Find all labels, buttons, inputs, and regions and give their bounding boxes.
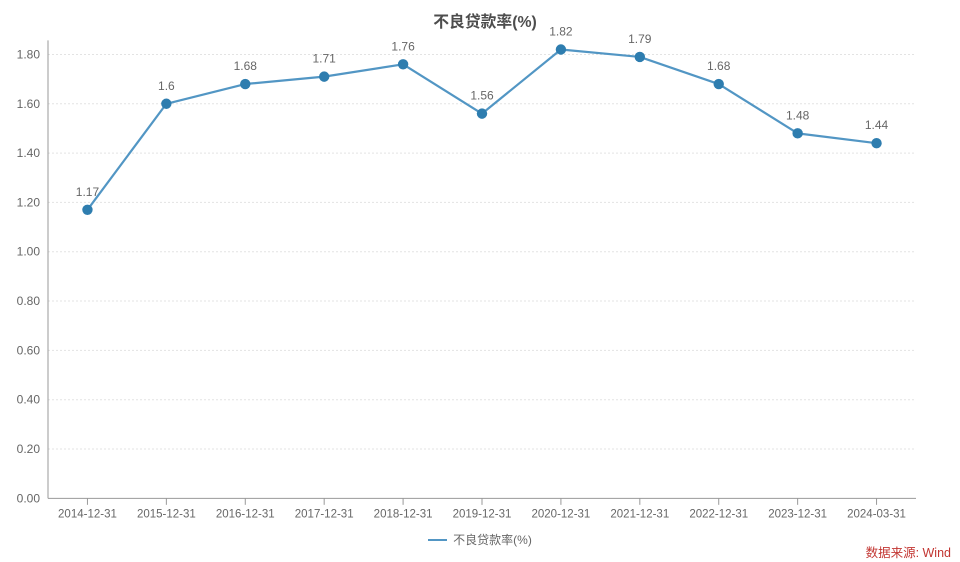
svg-text:2023-12-31: 2023-12-31 [768,508,827,520]
svg-text:0.80: 0.80 [17,294,41,308]
svg-text:1.80: 1.80 [17,47,41,61]
svg-text:1.71: 1.71 [313,52,337,66]
svg-text:1.56: 1.56 [470,89,494,103]
svg-text:2016-12-31: 2016-12-31 [216,508,275,520]
svg-text:1.6: 1.6 [158,79,175,93]
svg-text:1.79: 1.79 [628,32,652,46]
svg-text:2022-12-31: 2022-12-31 [689,508,748,520]
svg-text:2020-12-31: 2020-12-31 [531,508,590,520]
svg-text:0.60: 0.60 [17,343,41,357]
svg-text:1.60: 1.60 [17,97,41,111]
svg-text:1.68: 1.68 [234,59,258,73]
svg-text:1.48: 1.48 [786,108,810,122]
svg-text:1.20: 1.20 [17,195,41,209]
svg-text:2017-12-31: 2017-12-31 [295,508,354,520]
svg-text:1.17: 1.17 [76,185,100,199]
svg-text:2014-12-31: 2014-12-31 [58,508,117,520]
svg-text:1.82: 1.82 [549,25,573,39]
svg-text:1.68: 1.68 [707,59,731,73]
svg-text:1.76: 1.76 [391,39,415,53]
svg-text:2015-12-31: 2015-12-31 [137,508,196,520]
svg-text:1.40: 1.40 [17,146,41,160]
svg-text:2019-12-31: 2019-12-31 [453,508,512,520]
svg-text:2018-12-31: 2018-12-31 [374,508,433,520]
svg-text:0.20: 0.20 [17,442,41,456]
svg-text:1.00: 1.00 [17,245,41,259]
svg-text:1.44: 1.44 [865,118,889,132]
svg-text:2024-03-31: 2024-03-31 [847,508,906,520]
svg-text:2021-12-31: 2021-12-31 [610,508,669,520]
svg-text:0.00: 0.00 [17,491,41,505]
svg-text:0.40: 0.40 [17,393,41,407]
